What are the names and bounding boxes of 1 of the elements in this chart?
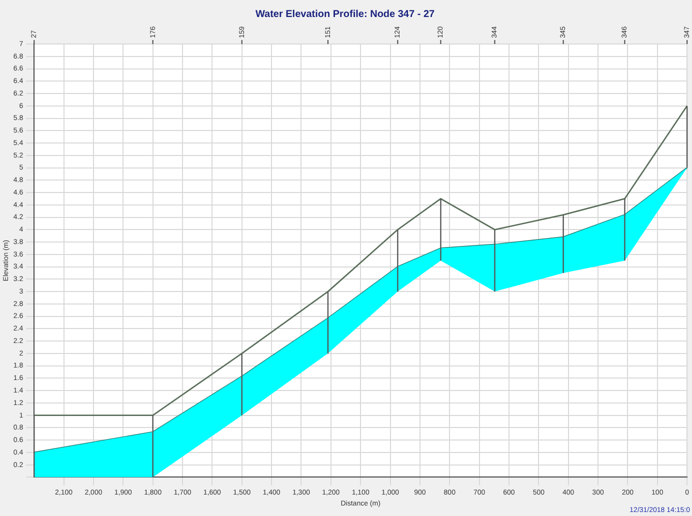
chart-title: Water Elevation Profile: Node 347 - 27 <box>255 8 435 20</box>
